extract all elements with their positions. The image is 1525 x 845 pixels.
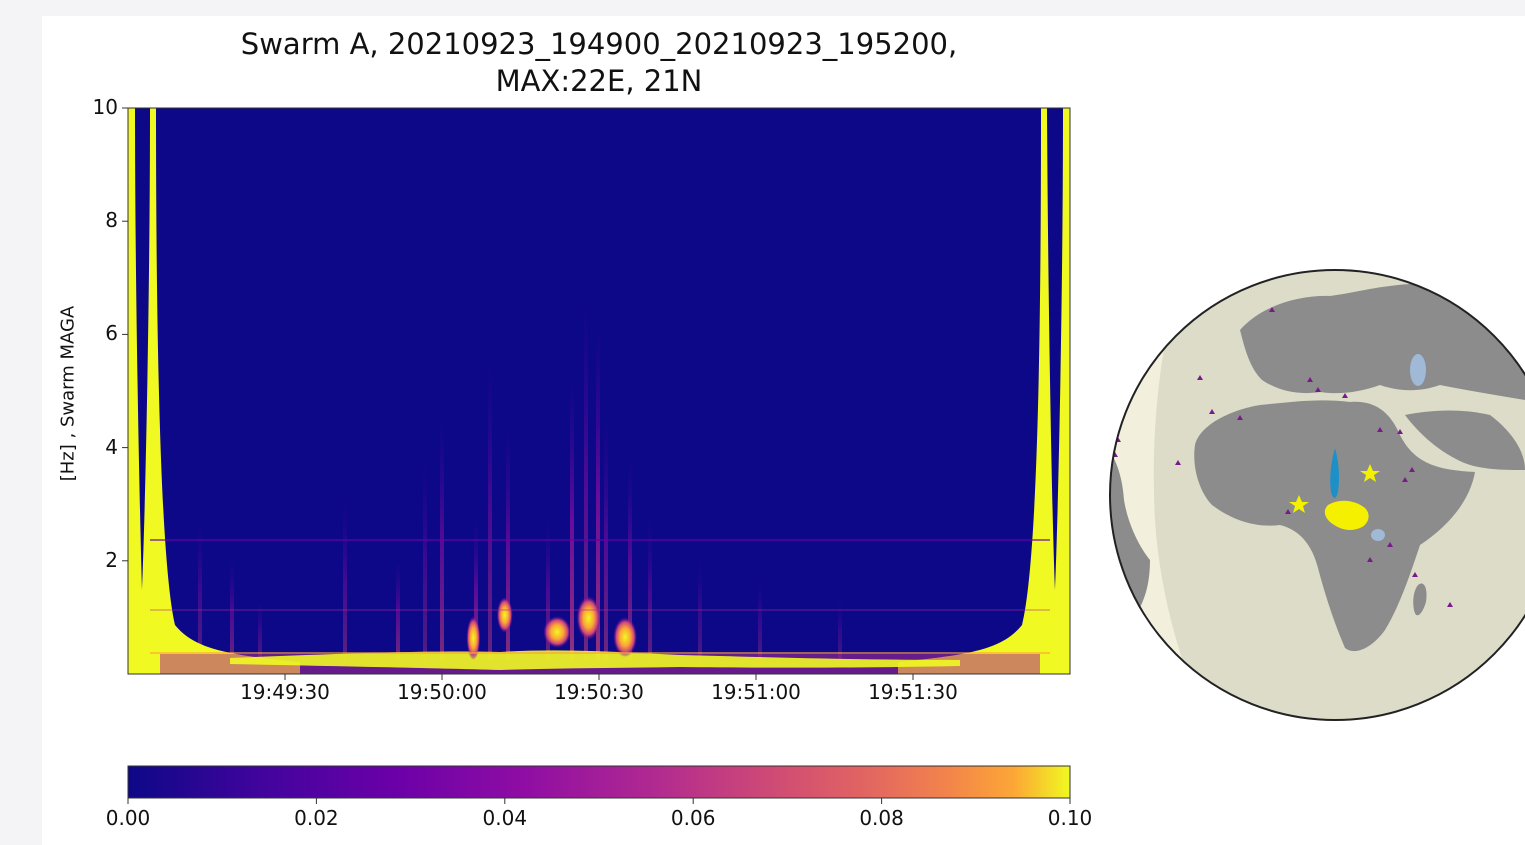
hotspot [613,617,638,657]
event-marker [1402,477,1408,482]
caspian-sea [1410,354,1426,386]
spectral-streak [570,380,574,660]
hotspot [466,616,481,660]
y-tick-label: 2 [105,547,118,572]
event-marker [1377,427,1383,432]
edge-artifact-right [898,108,1070,674]
event-marker [1237,415,1243,420]
event-region [1324,500,1369,530]
event-marker [1367,557,1373,562]
spectral-streak [584,300,588,660]
colorbar-ticks [127,798,1071,804]
landmass-europe [1240,283,1525,400]
x-axis-ticks [284,674,914,680]
event-star-1 [1289,495,1309,513]
event-marker [1409,467,1415,472]
y-axis-label: [Hz] , Swarm MAGA [57,305,79,482]
colorbar-tick-label: 0.04 [482,806,528,830]
spectral-streak [198,520,202,660]
spectral-streak [838,600,842,660]
event-marker [1269,307,1275,312]
globe-outline [1109,269,1525,721]
spectral-streak [546,520,550,660]
low-frequency-ridge [230,650,960,670]
y-tick-label: 10 [92,95,118,119]
x-tick-label: 19:51:30 [868,680,958,704]
x-tick-label: 19:49:30 [240,680,330,704]
y-tick-label: 6 [105,321,118,346]
spectral-streak [596,330,600,660]
spectral-streak [474,520,478,660]
event-marker [1342,393,1348,398]
event-marker [1175,460,1181,465]
colorbar-tick-label: 0.10 [1047,806,1093,830]
spectral-streak [628,460,632,660]
y-tick-label: 8 [105,208,118,233]
event-marker [1209,409,1215,414]
colorbar [127,765,1071,799]
hotspots [466,596,638,660]
chart-title-line1: Swarm A, 20210923_194900_20210923_195200… [240,27,958,61]
landmass-africa [1194,400,1475,652]
spectral-streak [423,460,427,660]
madagascar [1413,583,1427,616]
event-marker [1397,429,1403,434]
event-marker [1412,572,1418,577]
event-marker [1387,542,1393,547]
event-marker [1447,602,1453,607]
spectral-streak [343,500,347,660]
spectral-streak [488,360,492,660]
hotspot [496,597,513,633]
hotspot [543,616,572,648]
globe-map [1109,269,1525,721]
x-tick-label: 19:50:00 [397,680,487,704]
x-tick-label: 19:51:00 [711,680,801,704]
event-marker [1197,375,1203,380]
spectral-streak [648,520,652,660]
y-axis-ticks [122,107,128,562]
chart-title-line2: MAX:22E, 21N [495,64,703,98]
spectral-streak [506,430,510,660]
colorbar-tick-label: 0.08 [859,806,904,830]
edge-artifact-left [128,108,300,674]
landmass-arabia [1405,410,1525,470]
spectral-streak [258,600,262,660]
colorbar-tick-label: 0.06 [670,806,716,830]
y-tick-label: 4 [105,434,118,459]
event-star-2 [1360,464,1380,482]
hotspot [576,596,601,640]
event-marker [1285,509,1291,514]
colorbar-tick-label: 0.02 [294,806,339,830]
colorbar-tick-label: 0.00 [105,806,151,830]
swath-blue [1330,448,1339,498]
event-marker [1315,387,1321,392]
event-marker [1307,377,1313,382]
lake-victoria [1371,529,1385,541]
x-tick-label: 19:50:30 [554,680,644,704]
spectral-streak [758,580,762,660]
